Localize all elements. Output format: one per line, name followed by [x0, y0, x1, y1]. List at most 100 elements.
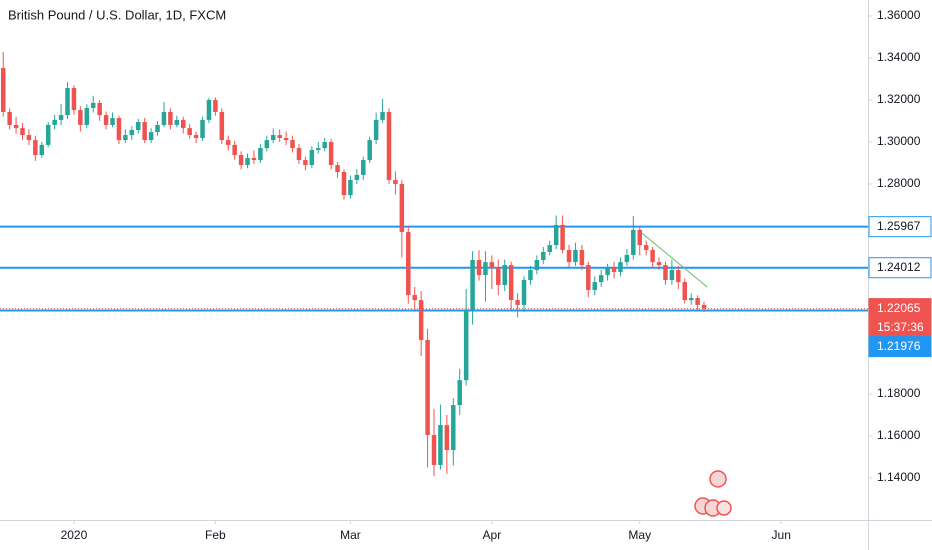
candle-body [328, 141, 334, 166]
candle-body [457, 380, 462, 406]
candle-body [669, 270, 675, 280]
candle-body [418, 300, 424, 341]
candle-body [425, 340, 430, 435]
candle-body [656, 262, 662, 266]
candle-body [553, 224, 559, 246]
level-label-text: 1.21976 [877, 339, 921, 353]
candle-body [341, 172, 347, 196]
last-price-label: 1.22065 [868, 298, 932, 320]
level-label-text: 1.25967 [877, 219, 921, 233]
candle-body [611, 267, 617, 272]
x-tick-label: 2020 [61, 528, 88, 542]
candle-body [193, 135, 199, 138]
level-label: 1.25967 [868, 216, 932, 238]
candle-body [20, 128, 25, 136]
candle-body [238, 154, 244, 166]
candle-body [502, 265, 507, 285]
y-tick-label: 1.16000 [877, 428, 921, 442]
candle-body [110, 118, 115, 125]
x-tick-label: Feb [205, 528, 226, 542]
candle-body [470, 260, 475, 310]
candle-body [534, 260, 540, 271]
candle-body [303, 160, 308, 166]
candle-body [290, 140, 295, 149]
y-tick-label: 1.18000 [877, 386, 921, 400]
candle-body [206, 99, 212, 120]
candle-body [213, 99, 218, 112]
candle-body [251, 157, 257, 161]
candle-body [688, 298, 694, 301]
event-icons [694, 470, 732, 517]
candle-body [631, 229, 636, 255]
y-tick-label: 1.36000 [877, 8, 921, 22]
candle-body [161, 111, 167, 125]
candle-body [309, 149, 315, 166]
candle-body [116, 118, 122, 141]
candle-body [682, 282, 688, 301]
candle-body [271, 135, 276, 141]
candle-body [65, 87, 70, 116]
candle-body [386, 111, 392, 180]
candle-body [354, 174, 360, 180]
candle-body [26, 135, 32, 141]
candle-body [483, 262, 488, 276]
candle-body [637, 229, 642, 246]
candle-body [129, 130, 135, 136]
candle-body [219, 111, 225, 141]
candle-body [393, 179, 398, 184]
candle-body [296, 148, 302, 161]
candle-body [174, 119, 180, 125]
chart-title: British Pound / U.S. Dollar, 1D, FXCM [8, 7, 226, 22]
candle-body [541, 252, 546, 260]
candle-body [489, 262, 495, 268]
candle-body [406, 232, 411, 296]
level-label-box [868, 257, 932, 279]
y-tick-label: 1.28000 [877, 176, 921, 190]
candle-body [663, 265, 668, 280]
candle-body [135, 122, 141, 130]
candle-body [58, 115, 64, 120]
level-label-box [868, 216, 932, 238]
candle-body [168, 111, 173, 125]
candle-body [148, 132, 154, 141]
candle-body [7, 111, 12, 125]
level-label: 1.21976 [868, 336, 932, 358]
candle-body [155, 124, 160, 133]
candle-body [560, 224, 565, 250]
candle-body [78, 110, 83, 125]
candle-body [13, 124, 19, 129]
y-tick-label: 1.30000 [877, 134, 921, 148]
y-tick-label: 1.14000 [877, 470, 921, 484]
level-label: 1.24012 [868, 257, 932, 279]
candle-body [367, 140, 372, 161]
candle-body [142, 122, 147, 141]
candle-body [226, 140, 231, 145]
candle-body [605, 267, 610, 276]
candle-body [283, 137, 289, 141]
candle-body [438, 425, 443, 465]
candles [0, 52, 707, 476]
candle-body [643, 245, 649, 250]
candle-body [232, 144, 237, 155]
candle-body [515, 300, 520, 305]
last-price-label-text: 1.22065 [877, 301, 921, 315]
candle-body [45, 124, 51, 145]
candle-body [444, 425, 450, 451]
y-tick-label: 1.32000 [877, 92, 921, 106]
candle-body [277, 135, 282, 138]
candle-body [695, 298, 700, 305]
event-icon [709, 470, 727, 488]
candle-body [431, 434, 437, 465]
x-tick-label: May [628, 528, 651, 542]
candle-body [618, 262, 623, 272]
candle-body [476, 260, 482, 276]
candle-body [566, 249, 572, 263]
candle-body [361, 160, 366, 175]
y-tick-label: 1.34000 [877, 50, 921, 64]
candle-body [676, 270, 681, 283]
candle-body [521, 279, 527, 305]
candle-body [624, 254, 630, 263]
candle-body [701, 304, 707, 309]
